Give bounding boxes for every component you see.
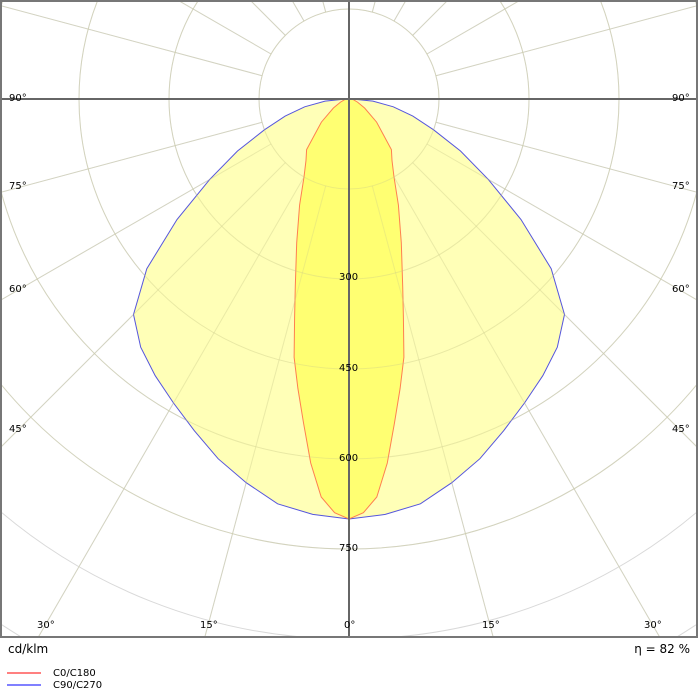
angle-label-75-right: 75° bbox=[672, 181, 690, 192]
angle-label-15-right: 15° bbox=[482, 620, 500, 631]
angle-label-30-left: 30° bbox=[37, 620, 55, 631]
legend: C0/C180 C90/C270 bbox=[7, 667, 102, 691]
angle-label-15-left: 15° bbox=[200, 620, 218, 631]
efficiency-label: η = 82 % bbox=[634, 642, 690, 656]
legend-item-c90: C90/C270 bbox=[7, 679, 102, 691]
angle-label-45-right: 45° bbox=[672, 424, 690, 435]
angle-label-60-left: 60° bbox=[9, 284, 27, 295]
radial-label-750: 750 bbox=[339, 543, 359, 554]
axes bbox=[0, 0, 698, 638]
legend-item-c0: C0/C180 bbox=[7, 667, 102, 679]
angle-label-45-left: 45° bbox=[9, 424, 27, 435]
legend-label-c0: C0/C180 bbox=[53, 667, 96, 679]
legend-swatch-red bbox=[7, 672, 41, 674]
unit-label: cd/klm bbox=[8, 642, 49, 656]
radial-label-450: 450 bbox=[339, 363, 359, 374]
angle-label-90-left: 90° bbox=[9, 93, 27, 104]
radial-label-300: 300 bbox=[339, 272, 359, 283]
angle-label-0: 0° bbox=[344, 620, 356, 631]
radial-label-600: 600 bbox=[339, 453, 359, 464]
legend-swatch-blue bbox=[7, 684, 41, 686]
legend-label-c90: C90/C270 bbox=[53, 679, 103, 691]
angle-label-30-right: 30° bbox=[644, 620, 662, 631]
angle-label-60-right: 60° bbox=[672, 284, 690, 295]
angle-label-90-right: 90° bbox=[672, 93, 690, 104]
angle-label-75-left: 75° bbox=[9, 181, 27, 192]
